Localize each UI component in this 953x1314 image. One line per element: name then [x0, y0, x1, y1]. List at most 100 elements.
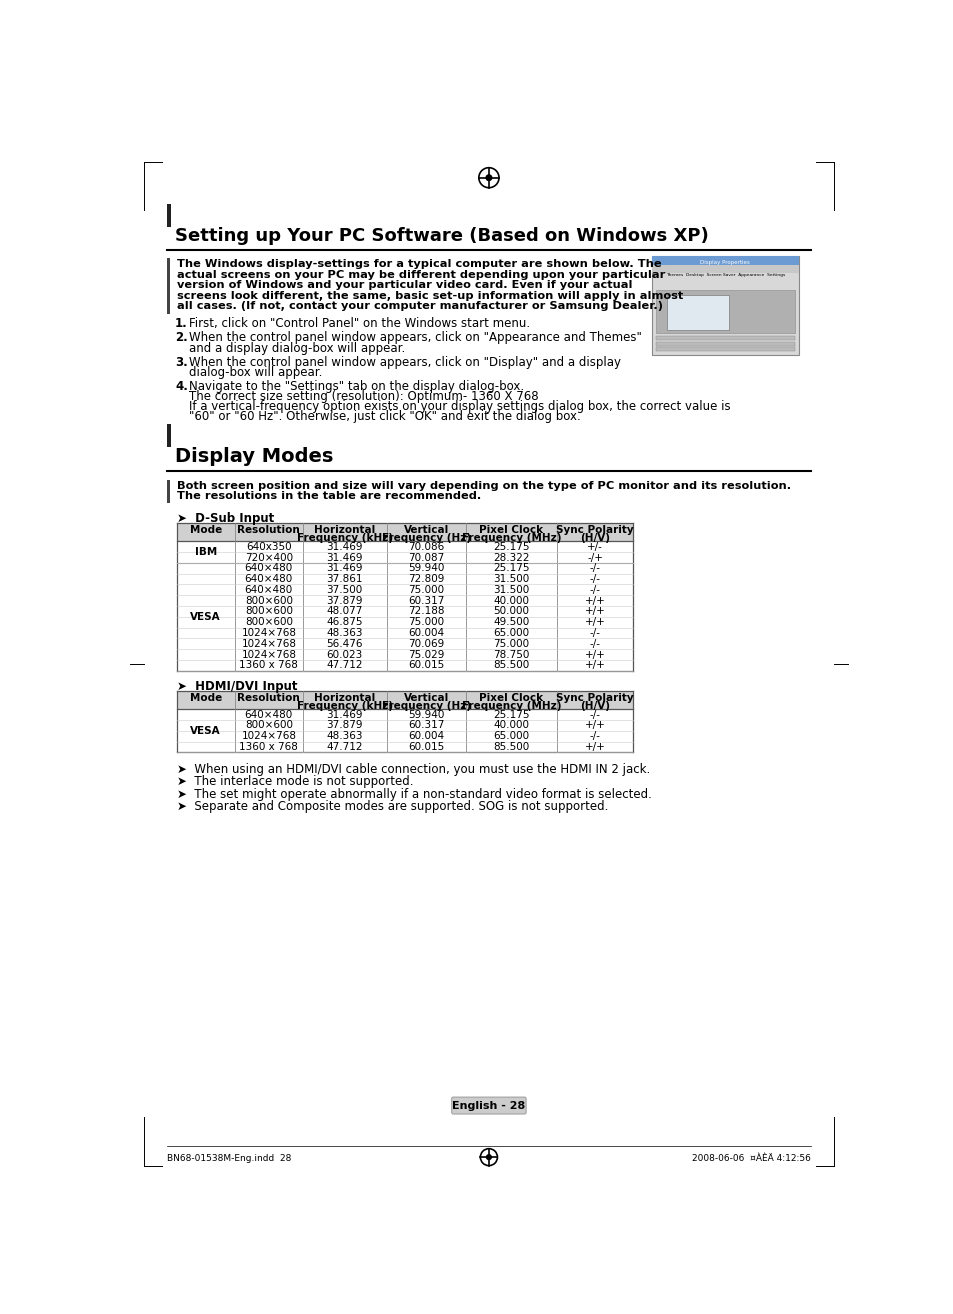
- Text: 60.023: 60.023: [326, 649, 362, 660]
- Text: 48.363: 48.363: [326, 628, 363, 639]
- Text: 78.750: 78.750: [493, 649, 529, 660]
- Text: 800×600: 800×600: [245, 595, 293, 606]
- Text: "60" or "60 Hz". Otherwise, just click "OK" and exit the dialog box.: "60" or "60 Hz". Otherwise, just click "…: [189, 410, 580, 423]
- Text: 59.940: 59.940: [408, 564, 444, 573]
- Text: IBM: IBM: [194, 547, 216, 557]
- Text: +/+: +/+: [584, 661, 605, 670]
- Circle shape: [486, 175, 491, 180]
- Bar: [167, 424, 171, 448]
- Text: 37.879: 37.879: [326, 720, 363, 731]
- Text: Themes  Desktop  Screen Saver  Appearance  Settings: Themes Desktop Screen Saver Appearance S…: [665, 273, 784, 277]
- Text: 1.: 1.: [174, 318, 188, 330]
- Text: 37.861: 37.861: [326, 574, 363, 585]
- Text: Display Modes: Display Modes: [174, 448, 334, 466]
- Text: BN68-01538M-Eng.indd  28: BN68-01538M-Eng.indd 28: [167, 1154, 292, 1163]
- Bar: [655, 336, 794, 340]
- Text: 65.000: 65.000: [493, 628, 529, 639]
- Text: ➤  The set might operate abnormally if a non-standard video format is selected.: ➤ The set might operate abnormally if a …: [176, 788, 651, 800]
- Bar: [655, 290, 794, 334]
- Text: The correct size setting (resolution): Optimum- 1360 X 768: The correct size setting (resolution): O…: [189, 390, 538, 403]
- Text: -/-: -/-: [589, 628, 600, 639]
- Text: screens look different, the same, basic set-up information will apply in almost: screens look different, the same, basic …: [176, 290, 682, 301]
- Text: 60.004: 60.004: [408, 731, 444, 741]
- Text: 31.500: 31.500: [493, 585, 529, 595]
- Text: 72.188: 72.188: [408, 607, 444, 616]
- Text: Setting up Your PC Software (Based on Windows XP): Setting up Your PC Software (Based on Wi…: [174, 227, 708, 244]
- Text: 800×600: 800×600: [245, 720, 293, 731]
- Text: 25.175: 25.175: [493, 541, 529, 552]
- Text: +/+: +/+: [584, 649, 605, 660]
- Text: 72.809: 72.809: [408, 574, 444, 585]
- Text: When the control panel window appears, click on "Appearance and Themes": When the control panel window appears, c…: [189, 331, 641, 344]
- Text: +/+: +/+: [584, 618, 605, 627]
- Text: 720×400: 720×400: [245, 553, 293, 562]
- Text: 1024×768: 1024×768: [241, 639, 296, 649]
- Text: +/+: +/+: [584, 595, 605, 606]
- Text: Frequency (Hz): Frequency (Hz): [381, 700, 470, 711]
- Text: 75.000: 75.000: [493, 639, 529, 649]
- Text: 60.015: 60.015: [408, 661, 444, 670]
- Text: 37.879: 37.879: [326, 595, 363, 606]
- Text: 40.000: 40.000: [493, 720, 529, 731]
- Text: Frequency (Hz): Frequency (Hz): [381, 533, 470, 543]
- Text: 2008-06-06  ¤ÀÈÄ 4:12:56: 2008-06-06 ¤ÀÈÄ 4:12:56: [691, 1154, 810, 1163]
- Text: Vertical: Vertical: [403, 692, 448, 703]
- Text: 70.086: 70.086: [408, 541, 444, 552]
- Text: 85.500: 85.500: [493, 661, 529, 670]
- Text: 28.322: 28.322: [493, 553, 529, 562]
- Bar: [651, 256, 798, 355]
- Text: Navigate to the "Settings" tab on the display dialog-box.: Navigate to the "Settings" tab on the di…: [189, 380, 523, 393]
- Text: 1024×768: 1024×768: [241, 649, 296, 660]
- Text: 75.000: 75.000: [408, 585, 444, 595]
- Text: +/+: +/+: [584, 720, 605, 731]
- Bar: [167, 480, 171, 503]
- Text: 1360 x 768: 1360 x 768: [239, 661, 298, 670]
- FancyBboxPatch shape: [452, 1097, 525, 1114]
- Text: Both screen position and size will vary depending on the type of PC monitor and : Both screen position and size will vary …: [176, 481, 790, 491]
- Text: 60.015: 60.015: [408, 742, 444, 752]
- Text: 640x350: 640x350: [246, 541, 292, 552]
- Bar: [167, 258, 171, 314]
- Text: -/+: -/+: [586, 553, 602, 562]
- Text: 47.712: 47.712: [326, 661, 363, 670]
- Bar: [655, 342, 794, 346]
- Text: Sync Polarity: Sync Polarity: [556, 526, 633, 535]
- Text: ➤  Separate and Composite modes are supported. SOG is not supported.: ➤ Separate and Composite modes are suppo…: [176, 800, 607, 813]
- Text: Mode: Mode: [190, 526, 221, 535]
- Text: 85.500: 85.500: [493, 742, 529, 752]
- Text: 31.500: 31.500: [493, 574, 529, 585]
- Text: Pixel Clock: Pixel Clock: [478, 526, 543, 535]
- Text: Resolution: Resolution: [237, 526, 300, 535]
- Text: 1024×768: 1024×768: [241, 628, 296, 639]
- Bar: [176, 691, 633, 710]
- Text: The Windows display-settings for a typical computer are shown below. The: The Windows display-settings for a typic…: [176, 259, 660, 269]
- Text: ➤  When using an HDMI/DVI cable connection, you must use the HDMI IN 2 jack.: ➤ When using an HDMI/DVI cable connectio…: [176, 763, 649, 777]
- Text: Horizontal: Horizontal: [314, 526, 375, 535]
- Text: +/-: +/-: [586, 541, 602, 552]
- Text: 75.029: 75.029: [408, 649, 444, 660]
- Bar: [666, 294, 728, 330]
- Text: all cases. (If not, contact your computer manufacturer or Samsung Dealer.): all cases. (If not, contact your compute…: [176, 301, 662, 311]
- Text: 60.004: 60.004: [408, 628, 444, 639]
- Text: 46.875: 46.875: [326, 618, 363, 627]
- Text: 1360 x 768: 1360 x 768: [239, 742, 298, 752]
- Text: Mode: Mode: [190, 692, 221, 703]
- Text: Display Properties: Display Properties: [700, 260, 749, 264]
- Text: 31.469: 31.469: [326, 564, 363, 573]
- Text: Resolution: Resolution: [237, 692, 300, 703]
- Text: (H/V): (H/V): [579, 533, 610, 543]
- Circle shape: [486, 1155, 491, 1159]
- Text: English - 28: English - 28: [452, 1101, 525, 1110]
- Text: Pixel Clock: Pixel Clock: [478, 692, 543, 703]
- Text: 65.000: 65.000: [493, 731, 529, 741]
- Text: -/-: -/-: [589, 574, 600, 585]
- Text: -/-: -/-: [589, 639, 600, 649]
- Text: 31.469: 31.469: [326, 710, 363, 720]
- Text: If a vertical-frequency option exists on your display settings dialog box, the c: If a vertical-frequency option exists on…: [189, 401, 730, 413]
- Text: Horizontal: Horizontal: [314, 692, 375, 703]
- Text: 800×600: 800×600: [245, 607, 293, 616]
- Text: When the control panel window appears, click on "Display" and a display: When the control panel window appears, c…: [189, 356, 620, 369]
- Bar: [651, 265, 798, 273]
- Text: 640×480: 640×480: [244, 574, 293, 585]
- Text: 25.175: 25.175: [493, 710, 529, 720]
